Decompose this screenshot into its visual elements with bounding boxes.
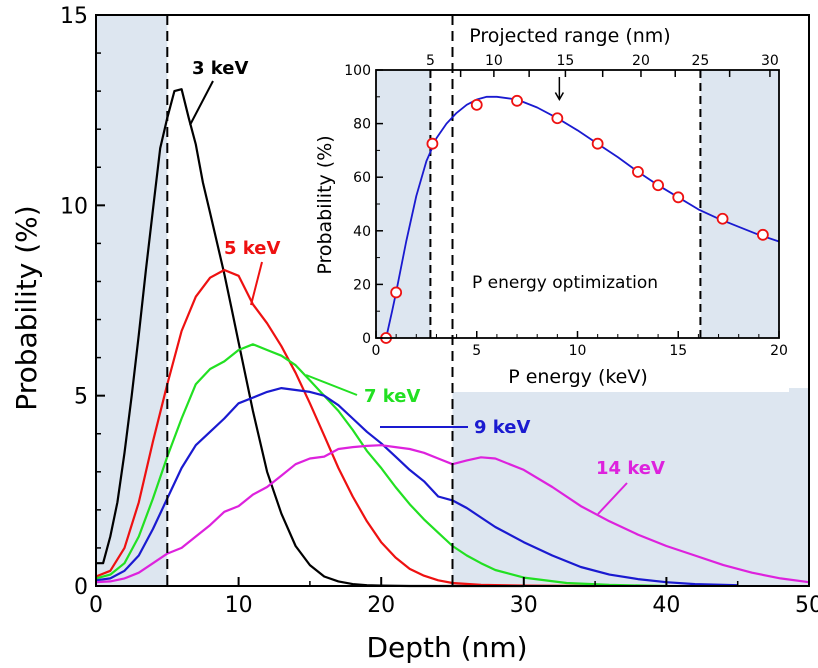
inset-x-tick-label: 10: [569, 343, 587, 359]
inset-data-point: [551, 112, 564, 125]
leader-3kev: [189, 80, 214, 126]
series-line-14-kev: [95, 444, 810, 584]
inset-shaded-region-1: [376, 70, 431, 338]
inset-x-tick-label: 20: [770, 343, 788, 359]
main-y-tick-label: 15: [60, 4, 88, 29]
inset-x-tick-label: 15: [669, 343, 687, 359]
series-label-14kev: 14 keV: [596, 458, 665, 479]
series-label-5kev: 5 keV: [224, 238, 280, 259]
inset-title-annotation: P energy optimization: [472, 273, 658, 293]
inset-top-tick-label: 20: [632, 53, 650, 69]
main-x-tick-label: 0: [89, 593, 103, 618]
leader-7kev: [305, 374, 358, 396]
series-label-3kev: 3 keV: [192, 58, 248, 79]
main-y-tick-label: 0: [74, 575, 88, 600]
inset-y-tick-label: 100: [344, 63, 371, 79]
main-y-axis-label: Probability (%): [10, 205, 43, 410]
main-y-tick-label: 10: [60, 194, 88, 219]
inset-data-point: [511, 94, 523, 107]
inset-top-tick-label: 10: [485, 53, 503, 69]
main-x-tick-label: 40: [652, 593, 680, 618]
shaded-region-2: [452, 388, 809, 586]
inset-data-point: [716, 212, 729, 225]
inset-data-point: [591, 137, 604, 150]
inset-shaded-region-2: [700, 70, 779, 338]
main-x-tick-label: 30: [510, 593, 538, 618]
inset-data-point: [470, 98, 483, 111]
inset-data-point: [426, 137, 439, 150]
inset-x-tick-label: 5: [472, 343, 481, 359]
inset-data-point: [390, 286, 403, 299]
inset-y-tick-label: 0: [362, 331, 371, 347]
inset-top-tick-label: 30: [761, 53, 779, 69]
inset-x-axis-label: P energy (keV): [508, 366, 648, 388]
inset-arrow-head: [554, 92, 565, 101]
main-x-tick-label: 20: [367, 593, 395, 618]
inset-top-tick-label: 25: [692, 53, 710, 69]
inset-y-tick-label: 40: [353, 224, 371, 240]
series-label-9kev: 9 keV: [474, 417, 530, 438]
main-y-tick-label: 5: [74, 385, 88, 410]
main-x-tick-label: 10: [225, 593, 253, 618]
inset-y-axis-label: Probability (%): [314, 135, 336, 274]
inset-top-tick-label: 15: [556, 53, 574, 69]
leader-5kev: [250, 261, 263, 306]
series-label-7kev: 7 keV: [364, 386, 420, 407]
series-line-9-kev: [95, 387, 738, 587]
inset-y-tick-label: 80: [353, 117, 371, 133]
inset-y-tick-label: 20: [353, 277, 371, 293]
series-line-3-kev: [96, 88, 524, 588]
shaded-region-1: [96, 15, 168, 586]
main-x-tick-label: 50: [795, 593, 818, 618]
inset-x-tick-label: 0: [372, 343, 381, 359]
leader-14kev: [597, 482, 628, 515]
series-line-5-kev: [95, 268, 596, 588]
inset-top-tick-label: 5: [426, 53, 435, 69]
inset-top-axis-label: Projected range (nm): [469, 25, 670, 47]
inset-data-point: [652, 179, 664, 192]
inset-data-point: [756, 228, 769, 241]
inset-y-tick-label: 60: [353, 170, 371, 186]
inset-data-point: [632, 165, 644, 178]
inset-data-point: [672, 191, 685, 204]
main-x-axis-label: Depth (nm): [366, 631, 527, 664]
